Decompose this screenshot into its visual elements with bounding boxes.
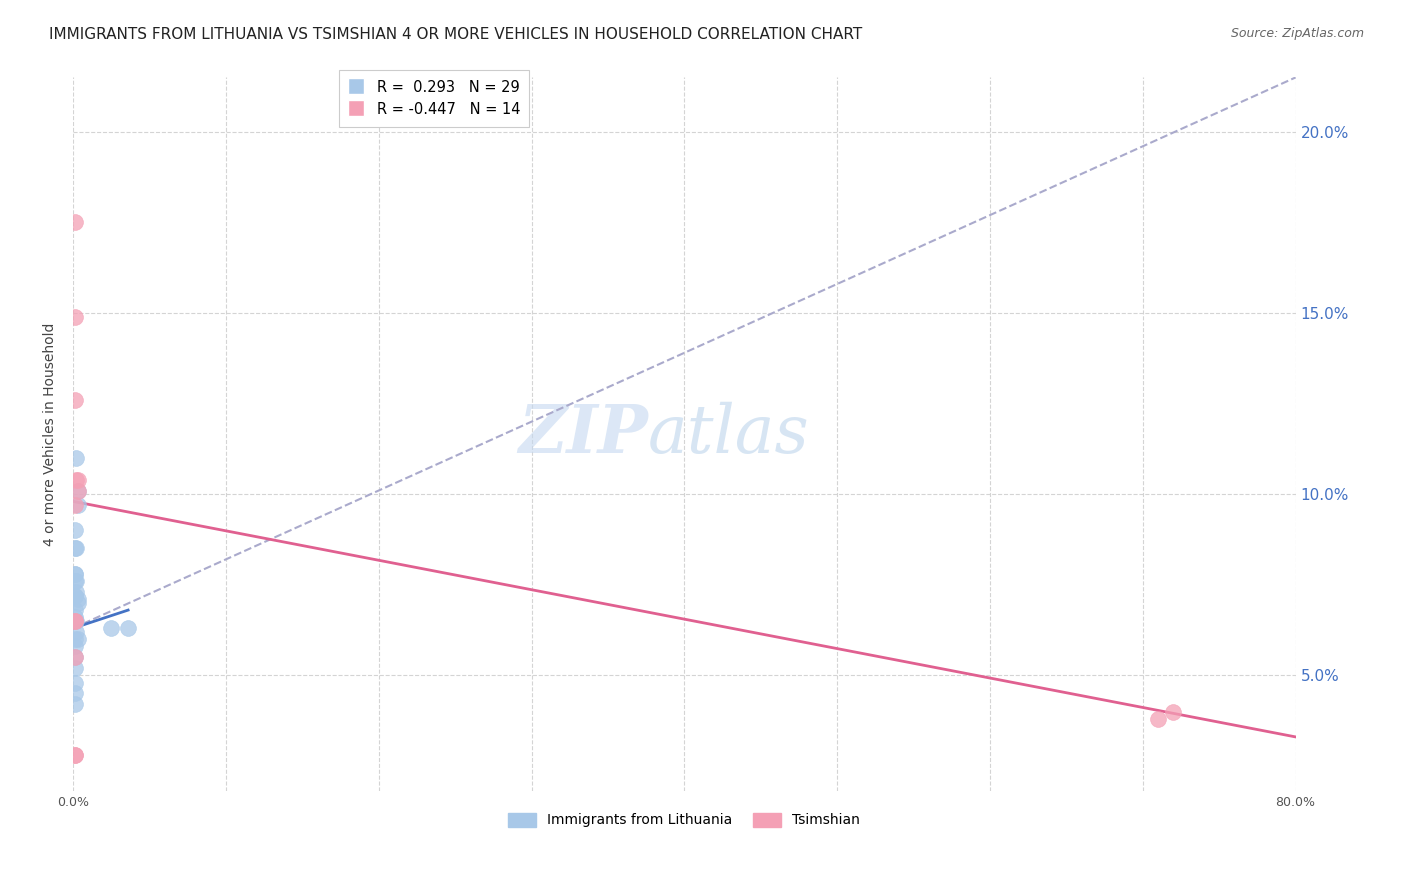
Point [63, 566, 86, 581]
Y-axis label: 4 or more Vehicles in Household: 4 or more Vehicles in Household [44, 323, 58, 546]
Text: atlas: atlas [648, 401, 810, 467]
Point [65, 574, 87, 588]
Point [66, 473, 89, 487]
Point [63, 589, 86, 603]
Point [63, 310, 86, 324]
Point [65, 624, 87, 639]
Text: Source: ZipAtlas.com: Source: ZipAtlas.com [1230, 27, 1364, 40]
Point [63, 640, 86, 654]
Point [63, 589, 86, 603]
Text: ZIP: ZIP [517, 402, 648, 467]
Point [63, 603, 86, 617]
Point [66, 483, 89, 498]
Point [66, 483, 89, 498]
Text: IMMIGRANTS FROM LITHUANIA VS TSIMSHIAN 4 OR MORE VEHICLES IN HOUSEHOLD CORRELATI: IMMIGRANTS FROM LITHUANIA VS TSIMSHIAN 4… [49, 27, 862, 42]
Point [63, 574, 86, 588]
Point [63, 661, 86, 675]
Point [65, 450, 87, 465]
Point [63, 498, 86, 512]
Point [63, 610, 86, 624]
Point [100, 621, 122, 635]
Legend: Immigrants from Lithuania, Tsimshian: Immigrants from Lithuania, Tsimshian [502, 805, 868, 834]
Point [63, 215, 86, 229]
Point [65, 585, 87, 599]
Point [63, 614, 86, 628]
Point [117, 621, 139, 635]
Point [63, 541, 86, 556]
Point [63, 566, 86, 581]
Point [66, 596, 89, 610]
Point [1163, 705, 1185, 719]
Point [63, 650, 86, 665]
Point [65, 541, 87, 556]
Point [63, 698, 86, 712]
Point [63, 392, 86, 407]
Point [63, 614, 86, 628]
Point [66, 592, 89, 607]
Point [65, 614, 87, 628]
Point [63, 747, 86, 762]
Point [63, 650, 86, 665]
Point [63, 686, 86, 700]
Point [63, 747, 86, 762]
Point [63, 632, 86, 646]
Point [65, 473, 87, 487]
Point [1147, 712, 1170, 726]
Point [66, 498, 89, 512]
Point [63, 524, 86, 538]
Point [63, 675, 86, 690]
Point [66, 632, 89, 646]
